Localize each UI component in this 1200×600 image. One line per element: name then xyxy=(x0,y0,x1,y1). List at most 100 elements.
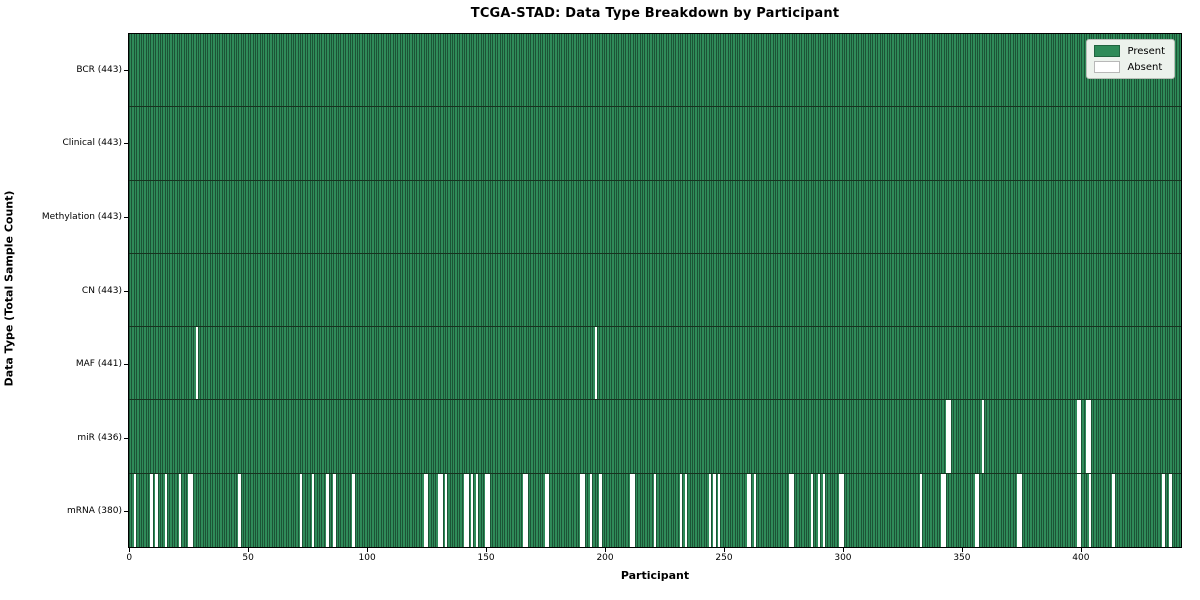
y-tick-mark xyxy=(124,69,128,71)
present-cell xyxy=(164,400,167,473)
present-cell xyxy=(561,400,564,473)
present-cell xyxy=(917,473,920,547)
present-cell xyxy=(345,107,348,180)
present-cell xyxy=(967,400,970,473)
present-cell xyxy=(466,34,469,107)
present-cell xyxy=(183,180,186,253)
present-cell xyxy=(874,400,878,473)
present-cell xyxy=(148,327,151,400)
present-cell xyxy=(454,34,457,107)
present-cell xyxy=(829,107,832,180)
present-cell xyxy=(368,473,372,547)
present-cell xyxy=(414,34,417,107)
present-cell xyxy=(1140,107,1144,180)
present-cell xyxy=(1036,473,1039,547)
present-cell xyxy=(209,327,213,400)
present-cell xyxy=(903,400,906,473)
present-cell xyxy=(663,180,666,253)
present-cell xyxy=(725,473,728,547)
present-cell xyxy=(782,107,785,180)
present-cell xyxy=(984,107,987,180)
present-cell xyxy=(440,180,443,253)
present-cell xyxy=(722,327,726,400)
present-cell xyxy=(957,253,961,327)
present-cell xyxy=(380,327,384,400)
present-cell xyxy=(359,327,362,400)
present-cell xyxy=(181,253,184,327)
present-cell xyxy=(827,327,830,400)
present-cell xyxy=(651,107,654,180)
present-cell xyxy=(708,327,711,400)
present-cell xyxy=(240,107,243,180)
present-cell xyxy=(746,34,749,107)
present-cell xyxy=(1145,473,1148,547)
present-cell xyxy=(625,180,628,253)
present-cell xyxy=(701,253,704,327)
present-cell xyxy=(566,253,569,327)
present-cell xyxy=(171,180,175,253)
present-cell xyxy=(1007,473,1011,547)
present-cell xyxy=(611,180,614,253)
present-cell xyxy=(456,473,460,547)
present-cell xyxy=(829,400,832,473)
present-cell xyxy=(587,107,590,180)
present-cell xyxy=(627,107,631,180)
present-cell xyxy=(259,107,262,180)
present-cell xyxy=(706,107,709,180)
present-cell xyxy=(775,400,778,473)
present-cell xyxy=(537,327,540,400)
present-cell xyxy=(1007,253,1011,327)
present-cell xyxy=(1067,473,1070,547)
present-cell xyxy=(727,253,730,327)
present-cell xyxy=(233,107,236,180)
present-cell xyxy=(549,327,552,400)
present-cell xyxy=(140,473,144,547)
present-cell xyxy=(855,180,859,253)
present-cell xyxy=(499,253,502,327)
present-cell xyxy=(729,327,733,400)
present-cell xyxy=(1107,327,1110,400)
present-cell xyxy=(542,253,545,327)
present-cell xyxy=(231,327,234,400)
present-cell xyxy=(976,180,980,253)
present-cell xyxy=(608,180,612,253)
present-cell xyxy=(1036,253,1039,327)
present-cell xyxy=(411,180,414,253)
present-cell xyxy=(817,327,821,400)
present-cell xyxy=(580,107,583,180)
present-cell xyxy=(447,34,450,107)
present-cell xyxy=(637,327,640,400)
present-cell xyxy=(319,34,322,107)
present-cell xyxy=(682,400,685,473)
present-cell xyxy=(193,180,196,253)
present-cell xyxy=(1079,327,1082,400)
present-cell xyxy=(627,180,631,253)
present-cell xyxy=(1121,400,1125,473)
present-cell xyxy=(1152,327,1155,400)
present-cell xyxy=(962,180,965,253)
present-cell xyxy=(418,400,422,473)
present-cell xyxy=(1012,107,1015,180)
present-cell xyxy=(361,400,365,473)
present-cell xyxy=(763,34,766,107)
present-cell xyxy=(563,180,566,253)
present-cell xyxy=(656,107,659,180)
present-cell xyxy=(399,327,403,400)
present-cell xyxy=(1133,327,1136,400)
present-cell xyxy=(777,473,780,547)
present-cell xyxy=(340,327,343,400)
present-cell xyxy=(300,253,303,327)
present-cell xyxy=(1119,107,1122,180)
present-cell xyxy=(879,253,882,327)
present-cell xyxy=(364,253,367,327)
present-cell xyxy=(832,400,835,473)
present-cell xyxy=(406,180,410,253)
present-cell xyxy=(974,34,977,107)
present-cell xyxy=(461,107,464,180)
present-cell xyxy=(566,34,569,107)
present-cell xyxy=(663,327,666,400)
present-cell xyxy=(449,180,452,253)
present-cell xyxy=(558,400,562,473)
present-cell xyxy=(756,473,759,547)
present-cell xyxy=(283,400,286,473)
